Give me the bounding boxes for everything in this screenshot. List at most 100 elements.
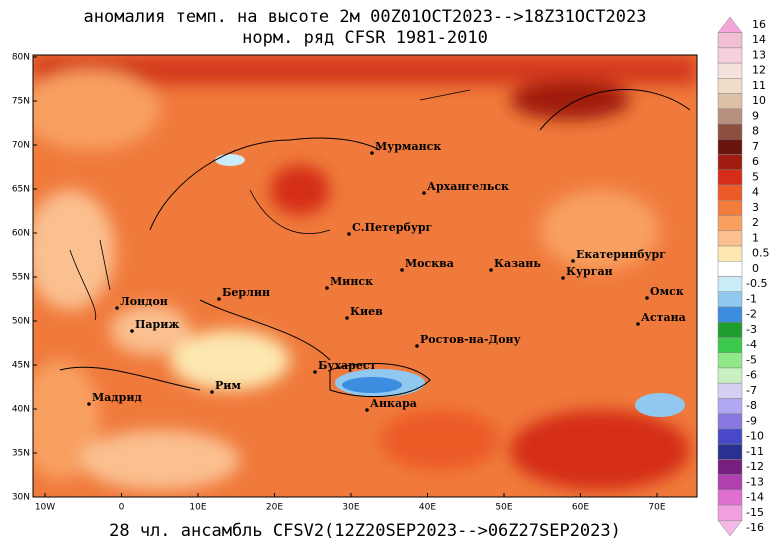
lat-label: 65N [12, 185, 30, 195]
lon-label: 60E [572, 503, 589, 513]
city-dot [636, 322, 640, 326]
colorbar-swatch [717, 123, 743, 140]
colorbar-label: 16 [752, 18, 766, 31]
colorbar-swatch [717, 428, 743, 445]
colorbar-swatch [717, 62, 743, 79]
city-label: Омск [650, 285, 684, 298]
city-dot [645, 296, 649, 300]
colorbar-label: -14 [746, 491, 764, 504]
city-label: Казань [494, 257, 541, 270]
colorbar-label: 0.5 [752, 247, 770, 260]
colorbar-label: -13 [746, 475, 764, 488]
colorbar-label: -8 [746, 399, 757, 412]
colorbar-swatch [717, 382, 743, 399]
colorbar-label: -9 [746, 414, 757, 427]
city-dot [345, 316, 349, 320]
city-dot [115, 306, 119, 310]
lat-label: 80N [12, 53, 30, 63]
lat-label: 75N [12, 97, 30, 107]
city-label: Анкара [370, 397, 417, 410]
field [33, 190, 115, 310]
city-label: Рим [215, 379, 241, 392]
field [540, 190, 660, 270]
city-dot [130, 329, 134, 333]
colorbar-label: 8 [752, 125, 759, 138]
city-label: Архангельск [427, 180, 509, 193]
city-label: Екатеринбург [576, 248, 666, 261]
colorbar-label: 3 [752, 201, 759, 214]
field [270, 165, 330, 215]
colorbar-label: -7 [746, 384, 757, 397]
city-dot [210, 390, 214, 394]
colorbar-swatch [717, 245, 743, 262]
colorbar-label: -10 [746, 430, 764, 443]
colorbar-swatch [717, 337, 743, 353]
colorbar-label: 7 [752, 140, 759, 153]
field [170, 330, 290, 390]
city-dot [415, 344, 419, 348]
lat-label: 40N [12, 405, 30, 415]
city-label: Бухарест [318, 359, 377, 372]
colorbar-label: -0.5 [746, 277, 767, 290]
colorbar-swatch [717, 184, 743, 201]
colorbar-swatch [717, 32, 743, 49]
city-label: Лондон [120, 295, 168, 308]
lon-label: 0 [119, 503, 125, 513]
colorbar-label: -6 [746, 369, 757, 382]
colorbar-swatch [717, 367, 743, 384]
lon-label: 40E [419, 503, 436, 513]
lon-label: 20E [266, 503, 283, 513]
colorbar-swatch [717, 398, 743, 414]
field [80, 430, 240, 490]
city-label: Курган [566, 265, 613, 278]
colorbar-swatch [717, 413, 743, 430]
city-label: Париж [135, 318, 179, 331]
colorbar-swatch [717, 154, 743, 171]
city-dot [217, 297, 221, 301]
city-label: Москва [405, 257, 454, 270]
colorbar-label: 1 [752, 231, 759, 244]
colorbar-label: 11 [752, 79, 766, 92]
colorbar-swatch [717, 16, 743, 33]
colorbar-label: -16 [746, 521, 764, 534]
colorbar-label: 0 [752, 262, 759, 275]
city-dot [561, 276, 565, 280]
city-dot [365, 408, 369, 412]
city-label: Астана [641, 311, 686, 324]
city-dot [347, 232, 351, 236]
colorbar-label: 10 [752, 94, 766, 107]
lat-label: 35N [12, 449, 30, 459]
city-dot [313, 370, 317, 374]
city-label: Минск [330, 275, 373, 288]
colorbar-swatch [717, 306, 743, 323]
map-frame [32, 54, 698, 498]
lon-label: 50E [495, 503, 512, 513]
lon-label: 10W [35, 503, 55, 513]
colorbar-swatch [717, 169, 743, 186]
cold-spot [635, 393, 685, 417]
map [33, 55, 697, 497]
colorbar-label: 4 [752, 186, 759, 199]
colorbar-swatch [717, 230, 743, 247]
colorbar-label: -11 [746, 445, 764, 458]
colorbar-label: 9 [752, 109, 759, 122]
lon-label: 30E [342, 503, 359, 513]
colorbar-label: 6 [752, 155, 759, 168]
colorbar-swatch [717, 276, 743, 292]
black-sea [342, 377, 402, 393]
city-dot [571, 259, 575, 263]
colorbar-swatch [717, 215, 743, 232]
colorbar-swatch [717, 108, 743, 125]
city-label: Берлин [222, 286, 270, 299]
city-dot [325, 286, 329, 290]
city-label: Киев [350, 305, 383, 318]
colorbar-label: -15 [746, 506, 764, 519]
lat-label: 55N [12, 273, 30, 283]
colorbar-swatch [717, 78, 743, 94]
colorbar-swatch [717, 139, 743, 155]
coastline [69, 89, 471, 321]
colorbar-swatch [717, 291, 743, 308]
colorbar-label: 14 [752, 33, 766, 46]
city-dot [400, 268, 404, 272]
colorbar-swatch [717, 47, 743, 64]
